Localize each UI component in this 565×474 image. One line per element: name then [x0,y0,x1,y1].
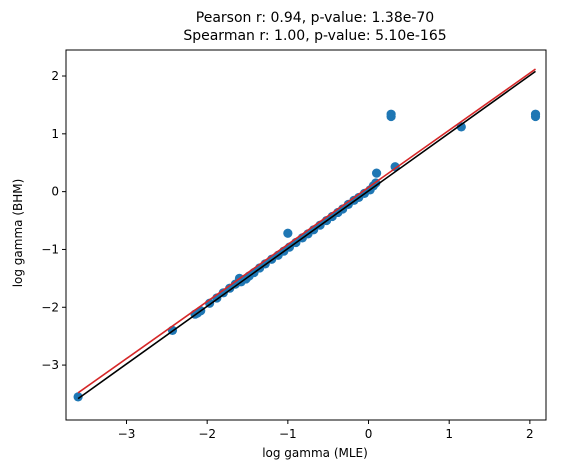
plot-area: −3 −2 −1 0 1 2 −3 −2 −1 0 1 2 [41,49,547,441]
chart-title: Pearson r: 0.94, p-value: 1.38e-70 [196,10,434,26]
axes-frame [65,49,547,421]
y-tick-label: 0 [51,185,59,199]
data-point [456,122,466,132]
data-point [73,392,83,402]
data-point [530,109,541,119]
y-tick-label: −3 [41,358,59,372]
fit-line-red [77,68,536,394]
data-point [283,228,293,238]
x-tick-label: −2 [198,427,216,441]
x-tick-label: 2 [526,427,534,441]
y-tick-label: 2 [51,69,59,83]
y-tick-label: −2 [41,300,59,314]
y-tick-label: −1 [41,242,59,256]
x-tick-label: 1 [445,427,453,441]
data-point [218,288,228,298]
fit-line-black [77,70,536,400]
y-axis-label: log gamma (BHM) [11,179,25,288]
data-point [386,109,396,119]
chart-subtitle: Spearman r: 1.00, p-value: 5.10e-165 [183,28,446,44]
x-tick-label: −3 [118,427,136,441]
y-tick-label: 1 [51,127,59,141]
x-tick-label: −1 [279,427,297,441]
data-point [371,168,382,178]
x-tick-label: 0 [365,427,373,441]
x-axis-label: log gamma (MLE) [262,446,368,460]
